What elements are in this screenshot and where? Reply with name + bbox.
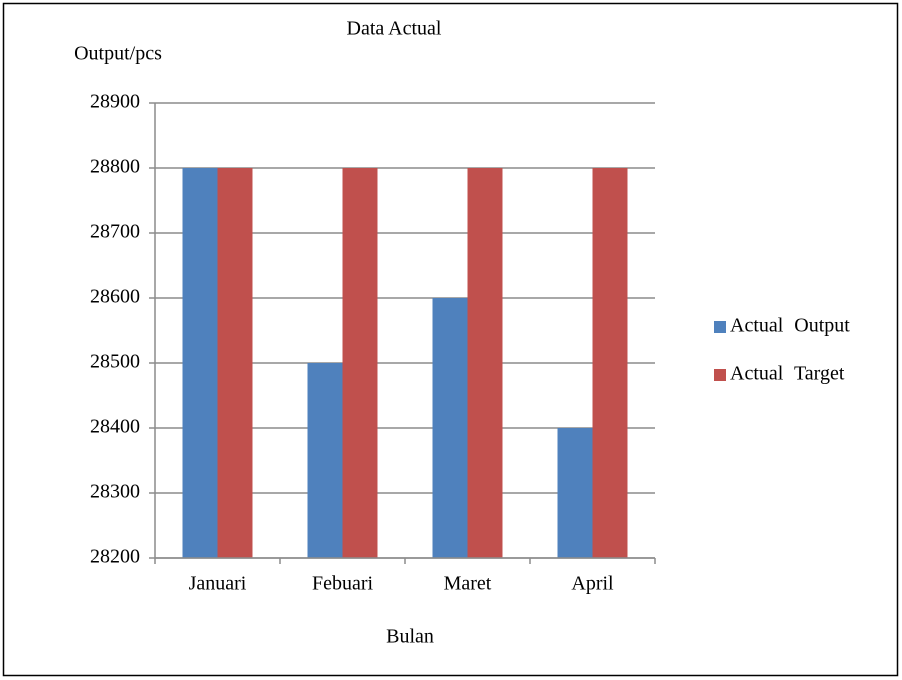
y-tick-label: 28300	[90, 481, 140, 503]
bar	[307, 363, 343, 558]
legend-label: Actual Output	[730, 315, 850, 337]
legend-swatch	[714, 369, 726, 381]
y-tick-label: 28600	[90, 286, 140, 308]
bar	[467, 168, 503, 558]
bar	[592, 168, 628, 558]
bar	[432, 298, 468, 558]
legend-label: Actual Target	[730, 363, 845, 385]
y-tick-label: 28900	[90, 91, 140, 113]
x-tick-label: Maret	[444, 573, 492, 595]
legend-swatch	[714, 321, 726, 333]
y-tick-label: 28400	[90, 416, 140, 438]
x-tick-label: Januari	[189, 573, 247, 595]
bar	[557, 428, 593, 558]
y-tick-label: 28800	[90, 156, 140, 178]
x-tick-label: Febuari	[312, 573, 374, 595]
y-tick-label: 28500	[90, 351, 140, 373]
y-axis-label: Output/pcs	[74, 43, 162, 65]
y-tick-label: 28700	[90, 221, 140, 243]
x-axis-label: Bulan	[386, 626, 434, 648]
bar	[342, 168, 378, 558]
chart-title: Data Actual	[347, 18, 442, 40]
bar	[217, 168, 253, 558]
x-tick-label: April	[571, 573, 614, 595]
y-tick-label: 28200	[90, 546, 140, 568]
bar	[182, 168, 218, 558]
